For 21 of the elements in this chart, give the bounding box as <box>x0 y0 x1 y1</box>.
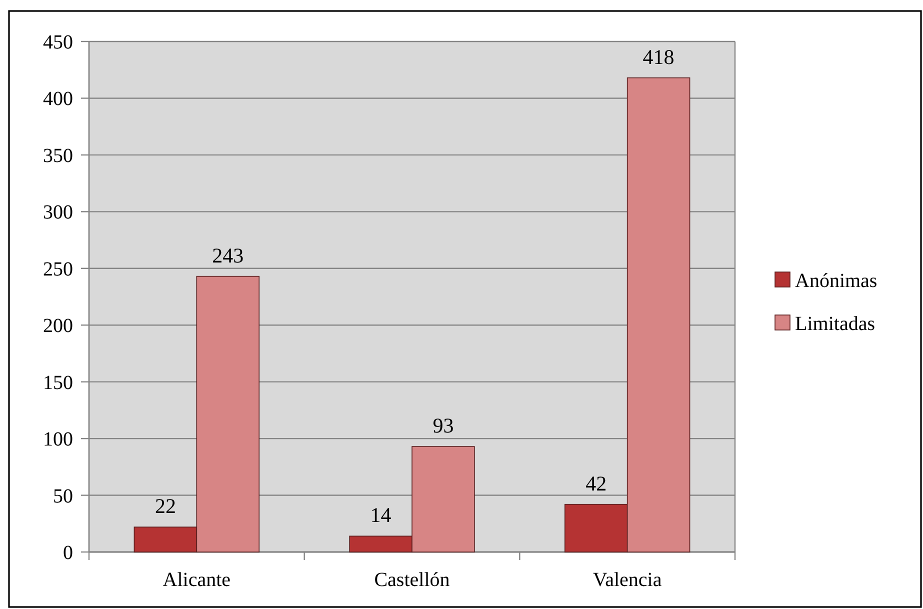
y-tick-label: 450 <box>43 32 73 54</box>
y-tick-label: 50 <box>53 485 73 508</box>
x-tick-label: Valencia <box>592 569 662 591</box>
x-tick-label: Castellón <box>374 569 450 591</box>
data-label: 418 <box>642 44 674 69</box>
y-tick-label: 150 <box>43 372 73 394</box>
x-tick-label: Alicante <box>162 569 231 591</box>
y-tick-label: 300 <box>43 202 73 224</box>
legend-label: Anónimas <box>795 270 878 292</box>
y-tick-label: 400 <box>43 88 73 110</box>
y-tick-label: 200 <box>43 315 73 338</box>
data-label: 42 <box>586 471 607 496</box>
y-tick-label: 0 <box>63 542 73 564</box>
data-label: 93 <box>432 413 454 438</box>
y-tick-label: 250 <box>43 258 73 280</box>
data-label: 14 <box>370 503 392 528</box>
y-tick-label: 350 <box>43 144 73 167</box>
y-tick-label: 100 <box>43 428 73 451</box>
legend-label: Limitadas <box>795 313 876 335</box>
data-label: 243 <box>212 243 244 268</box>
data-label: 22 <box>154 494 176 518</box>
